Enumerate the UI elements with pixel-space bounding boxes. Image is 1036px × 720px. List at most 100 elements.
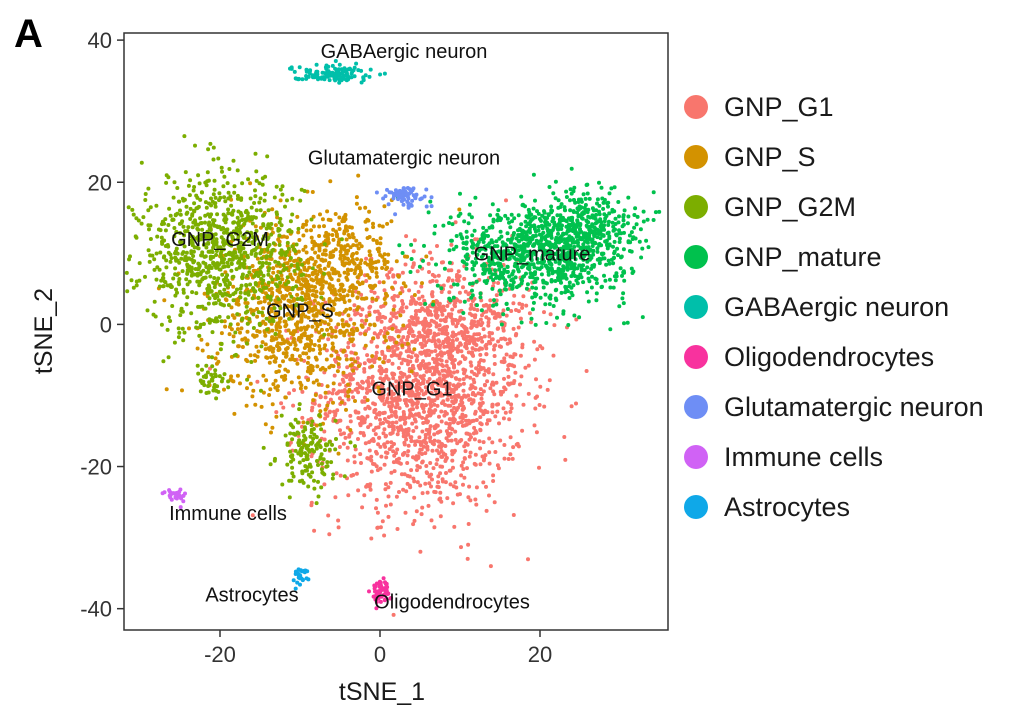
- data-point: [266, 272, 271, 277]
- data-point: [322, 429, 327, 434]
- data-point: [354, 243, 359, 248]
- data-point: [400, 326, 405, 331]
- data-point: [222, 387, 226, 392]
- data-point: [330, 346, 335, 351]
- data-point: [287, 478, 292, 483]
- data-point: [382, 204, 387, 209]
- data-point: [258, 208, 263, 213]
- data-point: [474, 502, 479, 507]
- data-point: [333, 411, 338, 416]
- data-point: [448, 215, 453, 220]
- data-point: [377, 356, 382, 361]
- data-point: [166, 244, 171, 249]
- data-point: [482, 334, 487, 339]
- data-point: [456, 421, 461, 426]
- data-point: [385, 273, 390, 278]
- data-point: [245, 309, 250, 314]
- data-point: [475, 332, 480, 337]
- data-point: [288, 454, 293, 459]
- data-point: [261, 319, 266, 324]
- data-point: [427, 436, 432, 441]
- data-point: [510, 219, 514, 224]
- data-point: [404, 489, 409, 494]
- data-point: [413, 280, 418, 285]
- data-point: [180, 388, 184, 393]
- data-point: [381, 280, 386, 285]
- data-point: [396, 428, 401, 433]
- data-point: [367, 484, 372, 489]
- data-point: [285, 243, 290, 248]
- data-point: [496, 339, 501, 344]
- data-point: [282, 377, 287, 382]
- data-point: [469, 321, 474, 326]
- data-point: [418, 483, 423, 488]
- data-point: [379, 319, 384, 324]
- data-point: [147, 259, 152, 264]
- data-point: [406, 330, 411, 335]
- data-point: [299, 446, 304, 451]
- data-point: [485, 379, 490, 384]
- data-point: [451, 295, 456, 300]
- data-point: [178, 212, 183, 217]
- data-point: [457, 377, 462, 382]
- data-point: [458, 360, 463, 365]
- data-point: [466, 542, 471, 547]
- data-point: [472, 307, 477, 312]
- data-point: [304, 250, 309, 255]
- data-point: [439, 260, 444, 265]
- data-point: [348, 245, 353, 250]
- data-point: [324, 464, 329, 469]
- data-point: [171, 276, 176, 281]
- data-point: [206, 355, 211, 359]
- data-point: [346, 382, 350, 387]
- data-point: [244, 357, 249, 362]
- data-point: [348, 413, 353, 418]
- data-point: [394, 379, 399, 384]
- data-point: [322, 472, 327, 477]
- data-point: [254, 251, 258, 256]
- data-point: [341, 261, 346, 266]
- data-point: [435, 484, 440, 489]
- data-point: [362, 395, 367, 400]
- data-point: [249, 251, 254, 256]
- data-point: [348, 306, 353, 311]
- data-point: [423, 301, 428, 306]
- data-point: [441, 341, 446, 346]
- data-point: [193, 143, 197, 148]
- data-point: [397, 243, 402, 248]
- data-point: [438, 471, 443, 476]
- data-point: [365, 273, 370, 278]
- data-point: [264, 378, 269, 383]
- data-point: [259, 256, 264, 261]
- data-point: [187, 326, 191, 331]
- data-point: [256, 300, 261, 305]
- data-point: [206, 301, 211, 306]
- data-point: [309, 228, 313, 233]
- data-point: [391, 307, 396, 312]
- data-point: [381, 411, 386, 416]
- data-point: [468, 335, 473, 340]
- data-point: [534, 430, 539, 435]
- data-point: [369, 536, 374, 541]
- data-point: [402, 442, 407, 447]
- data-point: [330, 391, 335, 396]
- data-point: [253, 402, 258, 407]
- data-point: [374, 451, 379, 456]
- data-point: [314, 327, 319, 332]
- data-point: [228, 322, 233, 327]
- data-point: [327, 282, 332, 287]
- data-point: [454, 376, 459, 381]
- data-point: [509, 402, 514, 407]
- data-point: [492, 500, 497, 505]
- data-point: [498, 229, 503, 234]
- data-point: [346, 394, 351, 399]
- data-point: [222, 195, 227, 200]
- data-point: [369, 458, 374, 463]
- data-point: [366, 384, 371, 389]
- data-point: [453, 437, 458, 442]
- data-point: [380, 266, 385, 270]
- data-point: [368, 253, 373, 258]
- data-point: [389, 440, 394, 445]
- data-point: [559, 267, 563, 272]
- data-point: [452, 405, 457, 410]
